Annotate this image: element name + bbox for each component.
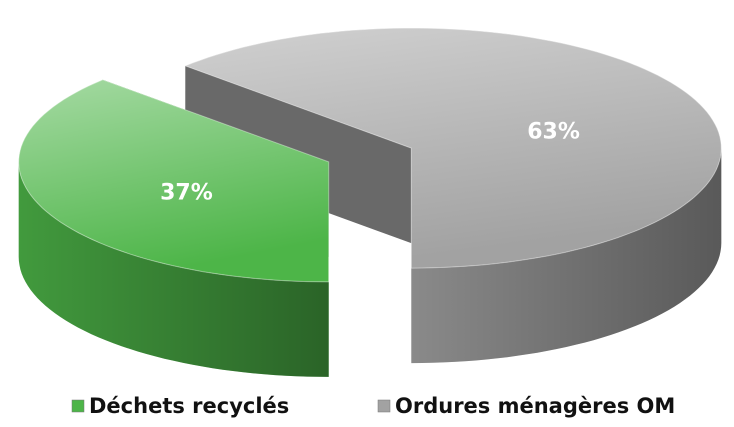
pie-slice [183, 27, 722, 364]
slice-top-shade [183, 27, 722, 269]
data-label: 63% [527, 119, 580, 144]
slice-top-shade [18, 79, 330, 283]
legend-label: Déchets recyclés [89, 394, 289, 418]
legend-label: Ordures ménagères OM [395, 394, 675, 418]
pie-slice [18, 79, 330, 377]
legend-swatch [377, 399, 391, 413]
slice-wall-shade [18, 161, 329, 377]
slice-wall-shade [411, 148, 722, 364]
legend-swatch [71, 399, 85, 413]
data-label: 37% [160, 181, 213, 206]
